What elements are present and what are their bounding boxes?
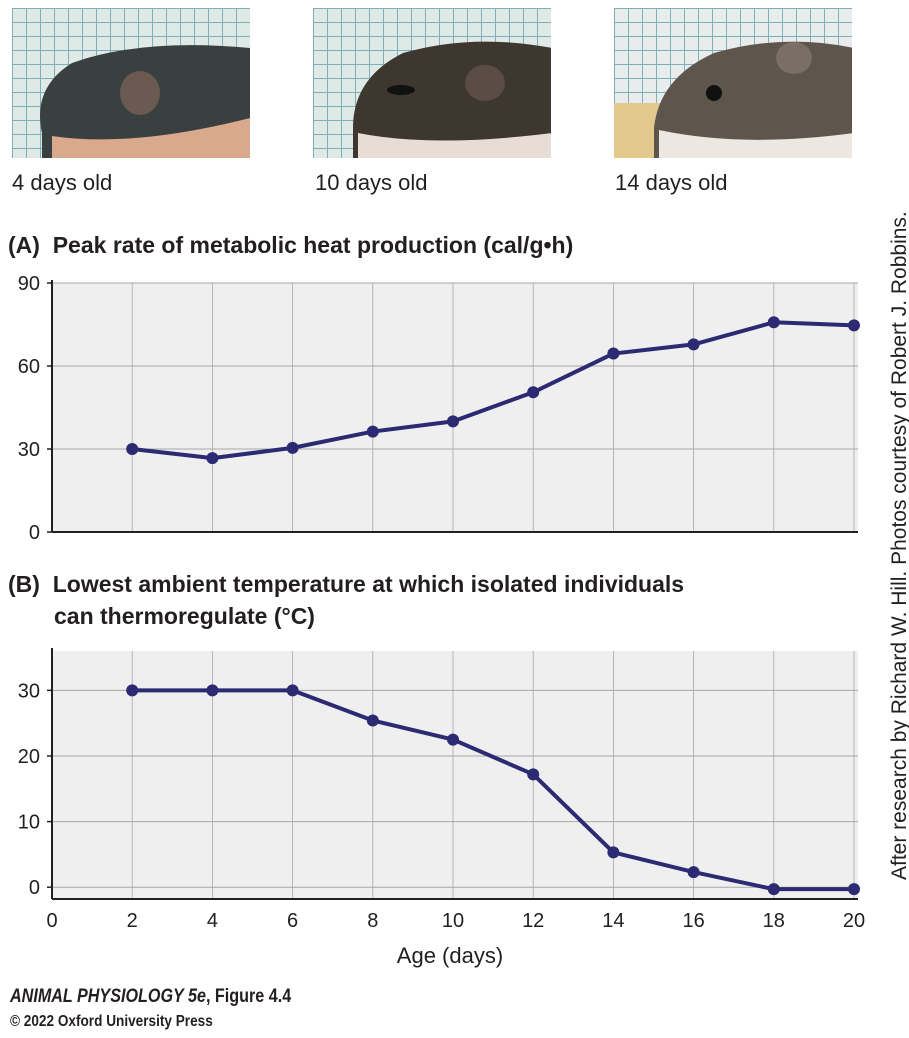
panel-b-data-point [206,684,219,697]
photo-10-days [313,8,551,158]
photo-4-days [12,8,250,158]
panel-b-xtick-label: 16 [682,910,704,932]
footer-book: ANIMAL PHYSIOLOGY 5e, Figure 4.4 [10,986,291,1008]
panel-b-ytick-label: 30 [18,680,40,702]
panel-b-data-point [366,714,379,727]
panel-b-data-point [687,866,700,879]
panel-b-xtick-label: 18 [763,910,785,932]
panel-a-data-point [848,319,860,332]
panel-b-ytick-label: 20 [18,746,40,768]
panel-b-data-point [286,684,299,697]
panel-b-xtick-label: 2 [127,910,138,932]
panel-b-data-point [848,883,860,896]
panel-b-xtick-label: 0 [46,910,57,932]
panel-b-label: (B) [8,571,40,597]
panel-b-data-point [447,733,459,746]
credit-text: After research by Richard W. Hill. Photo… [888,211,909,880]
panel-b-xtick-label: 6 [287,910,298,932]
panel-a-ytick-label: 60 [18,356,40,378]
panel-b-data-point [527,768,540,781]
panel-a-data-point [687,338,700,351]
panel-a-data-point [767,316,780,329]
panel-a-label: (A) [8,232,40,258]
panel-a-data-point [206,452,219,465]
caption-14-days: 14 days old [615,170,728,195]
panel-a-title-text: Peak rate of metabolic heat production (… [52,232,574,258]
x-axis-label: Age (days) [397,943,503,968]
panel-a-data-point [527,386,540,399]
caption-10-days: 10 days old [315,170,428,195]
panel-b-xtick-label: 10 [442,910,464,932]
panel-a-series-line [131,320,855,461]
panel-a-plot-area [52,283,858,532]
panel-b-series-line [132,688,854,892]
panel-a-data-point [286,441,299,454]
panel-b-ytick-label: 10 [18,812,40,834]
footer-book-title: ANIMAL PHYSIOLOGY 5e [10,986,206,1007]
panel-a-data-point [366,425,379,438]
footer-copyright: © 2022 Oxford University Press [10,1013,213,1030]
panel-b-xtick-label: 4 [207,910,218,932]
panel-a-ytick-label: 90 [18,273,40,295]
photo-14-days [614,8,852,158]
panel-b-ytick-label: 0 [29,877,40,899]
panel-b-data-point [767,883,780,896]
panel-a-ytick-label: 30 [18,439,40,461]
panel-b-title-line2: can thermoregulate (°C) [54,603,315,629]
panel-a-data-point [447,415,459,428]
panel-b-data-point [126,684,139,697]
panel-b-title: (B) Lowest ambient temperature at which … [8,568,684,632]
panel-a-title: (A) Peak rate of metabolic heat producti… [8,229,573,261]
panel-b-xtick-label: 12 [522,910,544,932]
panel-b-title-text: Lowest ambient temperature at which isol… [52,571,685,597]
caption-4-days: 4 days old [12,170,113,195]
panel-b-plot-area [52,651,858,899]
panel-a-ytick-label: 0 [29,522,40,544]
panel-b-data-point [607,846,620,859]
panel-a-data-point [126,443,139,455]
panel-b-xtick-label: 8 [367,910,378,932]
footer-figure: , Figure 4.4 [205,986,292,1007]
panel-a-data-point [607,347,620,360]
panel-b-xtick-label: 20 [843,910,865,932]
panel-b-xtick-label: 14 [602,910,624,932]
